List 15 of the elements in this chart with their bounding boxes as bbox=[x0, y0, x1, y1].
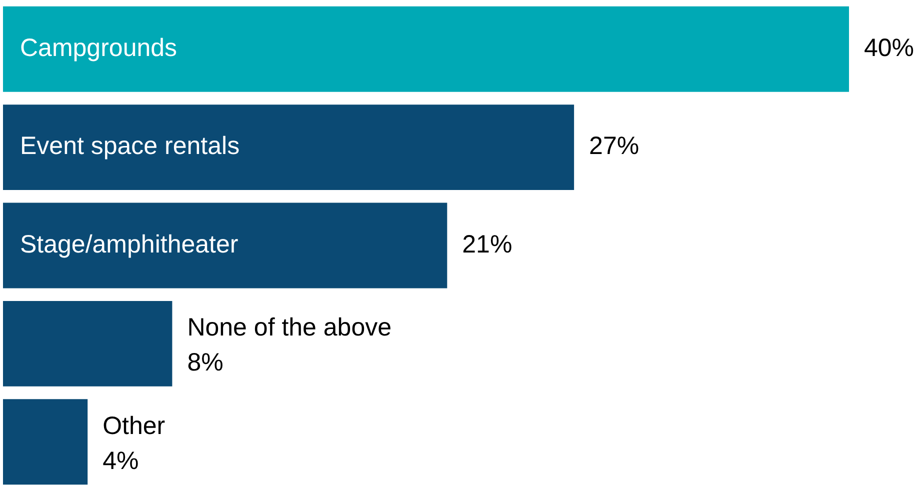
y-tick-label: Stage/amphitheater bbox=[20, 230, 238, 258]
y-tick-label: Event space rentals bbox=[20, 132, 240, 160]
bar bbox=[3, 202, 448, 288]
data-label: 40% bbox=[864, 34, 914, 62]
bar bbox=[3, 399, 88, 485]
data-label: 4% bbox=[102, 446, 139, 475]
data-label: 27% bbox=[589, 132, 640, 160]
bar bbox=[3, 6, 849, 92]
y-tick-label: None of the above bbox=[187, 314, 392, 342]
y-tick-label: Other bbox=[102, 412, 166, 440]
bar bbox=[3, 300, 172, 386]
data-label: 8% bbox=[187, 348, 224, 377]
y-tick-label: Campgrounds bbox=[20, 34, 178, 62]
bar bbox=[3, 104, 574, 190]
data-label: 21% bbox=[462, 230, 512, 258]
